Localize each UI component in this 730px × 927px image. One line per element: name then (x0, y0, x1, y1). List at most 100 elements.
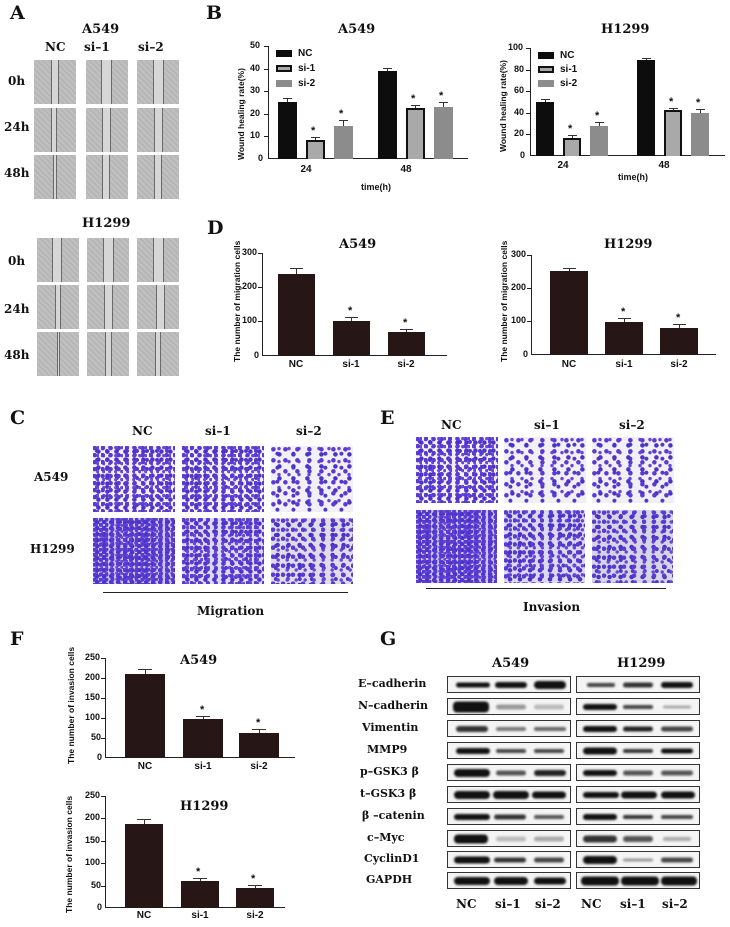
panel-a-col-si2: si–2 (138, 40, 164, 54)
chart-f-h1299: 250 200 150 100 50 0 * * NC si-1 si-2 (85, 790, 285, 921)
panel-letter-a: A (10, 2, 25, 24)
blot-a549-vimentin (447, 720, 571, 737)
panel-letter-g: G (380, 628, 397, 650)
significance-star: * (669, 96, 674, 108)
significance-star: * (568, 123, 573, 135)
transwell-image (416, 510, 497, 583)
protein-label: E–cadherin (358, 677, 427, 690)
chart-f-a549-ylabel: The number of invasion cells (66, 646, 76, 764)
protein-label: t–GSK3 β (360, 787, 417, 800)
wound-image (137, 60, 179, 104)
blot-h1299-p-gsk3b (576, 764, 700, 781)
panel-a-col-si1: si–1 (84, 40, 110, 54)
transwell-image (182, 446, 264, 512)
wound-image (137, 332, 179, 376)
bar-si1-24 (306, 140, 325, 159)
bar-si1 (605, 322, 643, 355)
protein-label: β –catenin (362, 809, 425, 822)
legend-nc: NC (538, 50, 574, 61)
chart-b-h1299-xlabel: time(h) (618, 172, 648, 182)
panel-g-h1299-header: H1299 (617, 656, 666, 671)
blot-h1299-gapdh (576, 872, 700, 889)
wound-image (137, 238, 179, 282)
lane-label: NC (581, 897, 602, 911)
significance-star: * (696, 97, 701, 109)
wound-image (87, 238, 129, 282)
significance-star: * (339, 108, 344, 120)
transwell-image (416, 437, 498, 503)
chart-b-a549-ylabel: Wound healing rate(%) (236, 68, 246, 160)
blot-h1299-t-gsk3b (576, 786, 700, 803)
panel-letter-c: C (10, 407, 26, 429)
chart-d-a549-ylabel: The number of migration cells (232, 240, 242, 362)
bar-nc-24 (278, 102, 297, 159)
panel-a-col-nc: NC (45, 40, 66, 54)
panel-c-col-nc: NC (132, 424, 153, 438)
chart-b-h1299-ylabel: Wound healing rate(%) (498, 60, 508, 152)
protein-label: c–Myc (367, 831, 405, 844)
chart-b-a549-title: A549 (338, 22, 376, 37)
wound-image (37, 332, 79, 376)
panel-e-caption: Invasion (523, 600, 581, 614)
wound-image (34, 108, 76, 152)
bar-si1-24 (563, 138, 581, 156)
lane-label: si–1 (620, 897, 646, 911)
wound-image (86, 60, 128, 104)
chart-d-h1299: 300 200 100 0 * * NC si-1 si-2 (511, 249, 716, 370)
chart-f-h1299-ylabel: The number of invasion cells (64, 795, 74, 913)
legend-nc: NC (276, 48, 312, 59)
bar-si2 (660, 328, 698, 355)
blot-a549-beta-catenin (447, 808, 571, 825)
bar-si1-48 (406, 108, 425, 159)
bar-nc (278, 274, 315, 356)
bar-nc (125, 674, 165, 758)
significance-star: * (403, 317, 408, 329)
significance-star: * (439, 90, 444, 102)
transwell-image (93, 518, 175, 584)
protein-label: Vimentin (362, 721, 419, 734)
chart-b-h1299-title: H1299 (601, 22, 650, 37)
bar-si2-48 (434, 107, 453, 159)
bar-si2-48 (691, 113, 709, 156)
chart-f-a549: 250 200 150 100 50 0 * * NC si-1 si-2 (85, 652, 295, 772)
panel-e-col-nc: NC (441, 418, 462, 432)
bar-si2-24 (334, 126, 353, 159)
bar-si2-24 (590, 126, 608, 156)
chart-d-h1299-title: H1299 (604, 237, 653, 252)
legend-si1: si-1 (276, 63, 315, 74)
blot-h1299-cyclind1 (576, 851, 700, 868)
panel-letter-b: B (206, 2, 223, 24)
significance-star: * (348, 305, 353, 317)
wound-image (87, 332, 129, 376)
chart-b-a549: 50 40 30 20 10 0 NC si-1 si-2 * * * * 24… (250, 40, 468, 175)
significance-star: * (595, 110, 600, 122)
legend-si2: si-2 (538, 78, 577, 89)
chart-d-a549-title: A549 (339, 237, 377, 252)
bar-si2 (236, 888, 274, 908)
wound-image (137, 155, 179, 199)
panel-a-row-24h: 24h (4, 120, 30, 134)
legend-si2: si-2 (276, 78, 315, 89)
significance-star: * (676, 312, 681, 324)
bar-nc-24 (536, 102, 554, 156)
panel-letter-f: F (10, 628, 24, 650)
wound-image (87, 285, 129, 329)
bar-si2 (239, 733, 279, 758)
protein-label: N–cadherin (358, 699, 429, 712)
bar-si1 (333, 321, 370, 356)
panel-e-col-si1: si–1 (534, 418, 560, 432)
bar-si1-48 (664, 110, 682, 156)
transwell-image (271, 446, 353, 512)
transwell-image (93, 446, 175, 512)
panel-g-a549-header: A549 (492, 656, 530, 671)
blot-a549-p-gsk3b (447, 764, 571, 781)
bar-nc-48 (378, 71, 397, 159)
panel-c-col-si1: si–1 (205, 424, 231, 438)
panel-a-title-a549: A549 (82, 22, 120, 37)
panel-letter-e: E (380, 407, 395, 429)
significance-star: * (311, 125, 316, 137)
lane-label: si–2 (535, 897, 561, 911)
transwell-image (592, 437, 674, 503)
wound-image (37, 238, 79, 282)
protein-label: CyclinD1 (364, 852, 420, 865)
